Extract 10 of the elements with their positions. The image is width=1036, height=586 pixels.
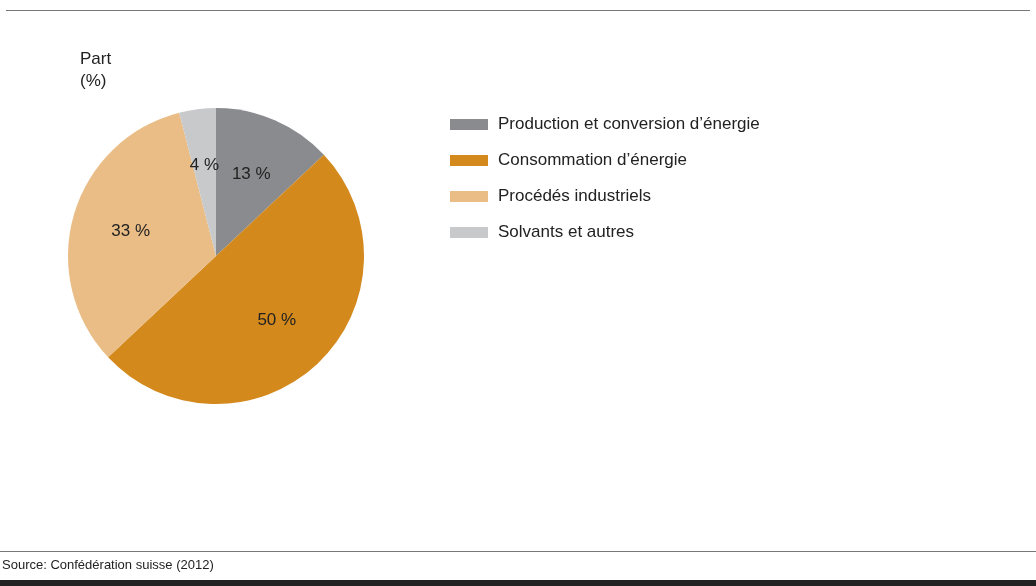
legend-label: Consommation d’énergie — [498, 150, 687, 170]
legend-label: Production et conversion d’énergie — [498, 114, 760, 134]
legend-label: Procédés industriels — [498, 186, 652, 206]
data-label: 50 % — [257, 310, 297, 330]
data-label: 4 % — [189, 154, 220, 174]
chart-title: Part (%) — [80, 48, 113, 92]
source-note: Source: Confédération suisse (2012) — [2, 557, 214, 572]
data-label: 13 % — [231, 164, 271, 184]
data-label: 33 % — [111, 220, 151, 240]
legend-label: Solvants et autres — [498, 222, 635, 242]
